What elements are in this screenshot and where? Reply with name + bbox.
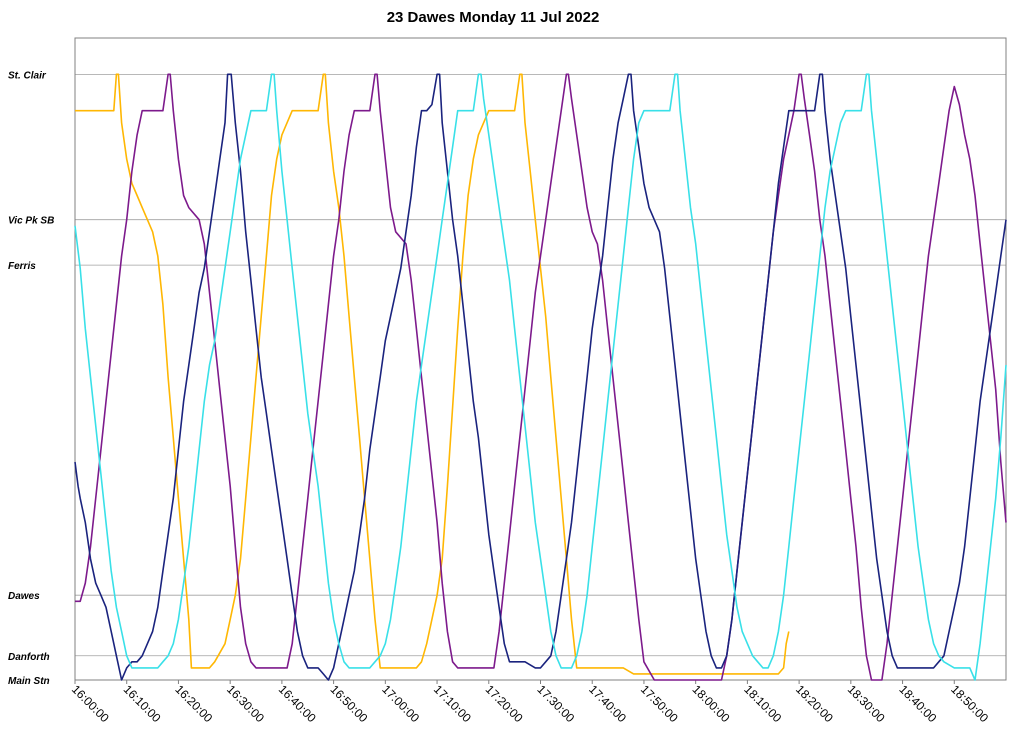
plot-frame <box>74 37 1007 681</box>
series-group <box>74 73 1007 681</box>
x-tick-label: 17:20:00 <box>483 682 526 725</box>
x-tick-label: 18:50:00 <box>948 682 991 725</box>
x-tick-label: 17:00:00 <box>379 682 422 725</box>
x-tick-label: 17:50:00 <box>638 682 681 725</box>
x-tick-label: 16:00:00 <box>69 682 112 725</box>
y-axis-labels: St. Clair Vic Pk SB Ferris Dawes Danforth Mai… <box>8 70 54 687</box>
x-tick-label: 18:40:00 <box>896 682 939 725</box>
x-tick-label: 16:50:00 <box>327 682 370 725</box>
y-stop-label: Dawes <box>8 591 40 602</box>
x-tick-label: 17:30:00 <box>534 682 577 725</box>
x-tick-label: 18:00:00 <box>690 682 733 725</box>
x-tick-label: 16:30:00 <box>224 682 267 725</box>
x-axis-labels: 16:00:00 16:10:00 16:20:00 16:30:00 16:40:00… <box>69 680 991 725</box>
x-tick-label: 16:40:00 <box>276 682 319 725</box>
y-stop-label: Main Stn <box>8 676 50 687</box>
y-stop-label: Vic Pk SB <box>8 216 54 227</box>
x-tick-label: 18:10:00 <box>741 682 784 725</box>
series-line-3 <box>74 73 1007 681</box>
x-tick-label: 18:20:00 <box>793 682 836 725</box>
chart-title: 23 Dawes Monday 11 Jul 2022 <box>387 9 600 26</box>
x-tick-label: 18:30:00 <box>845 682 888 725</box>
x-tick-label: 16:20:00 <box>172 682 215 725</box>
x-tick-label: 17:10:00 <box>431 682 474 725</box>
y-stop-label: St. Clair <box>8 70 47 81</box>
series-line-0 <box>75 73 790 675</box>
series-line-2 <box>74 73 1007 681</box>
y-stop-label: Danforth <box>8 652 50 663</box>
x-tick-label: 16:10:00 <box>121 682 164 725</box>
grid-lines <box>75 73 1006 681</box>
y-stop-label: Ferris <box>8 261 36 272</box>
x-tick-label: 17:40:00 <box>586 682 629 725</box>
series-line-1 <box>75 73 1007 681</box>
